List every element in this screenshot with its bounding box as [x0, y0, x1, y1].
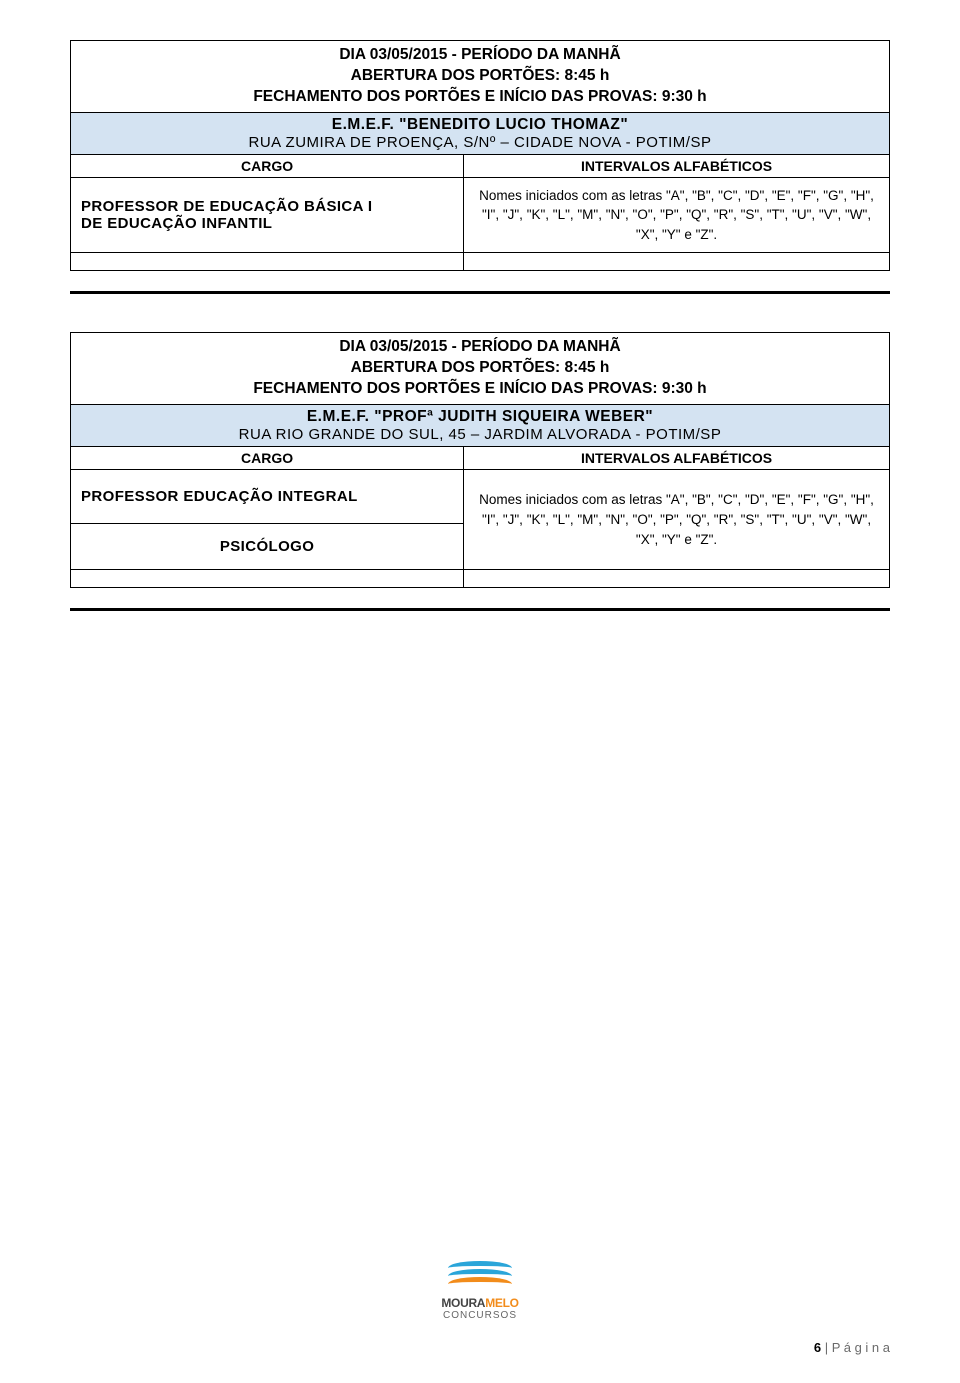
- school-address: RUA RIO GRANDE DO SUL, 45 – JARDIM ALVOR…: [77, 426, 883, 443]
- footer-logo: MOURAMELO CONCURSOS: [400, 1259, 560, 1321]
- school-name: E.M.E.F. "BENEDITO LUCIO THOMAZ": [77, 116, 883, 134]
- school-name: E.M.E.F. "PROFª JUDITH SIQUEIRA WEBER": [77, 408, 883, 426]
- page-footer: 6 | P á g i n a: [70, 1339, 890, 1357]
- empty-cell: [71, 570, 464, 588]
- footer-page: 6 | P á g i n a: [814, 1340, 890, 1355]
- empty-cell: [464, 570, 890, 588]
- school-cell: E.M.E.F. "BENEDITO LUCIO THOMAZ" RUA ZUM…: [71, 112, 890, 154]
- interval-cell: Nomes iniciados com as letras "A", "B", …: [464, 470, 890, 570]
- cargo-line-1: PROFESSOR DE EDUCAÇÃO BÁSICA I: [81, 198, 453, 215]
- header-line-date: DIA 03/05/2015 - PERÍODO DA MANHÃ: [77, 337, 883, 358]
- exam-block-2: DIA 03/05/2015 - PERÍODO DA MANHÃ ABERTU…: [70, 332, 890, 611]
- interval-cell: Nomes iniciados com as letras "A", "B", …: [464, 177, 890, 253]
- col-header-cargo: CARGO: [71, 154, 464, 177]
- school-cell: E.M.E.F. "PROFª JUDITH SIQUEIRA WEBER" R…: [71, 405, 890, 447]
- col-header-cargo: CARGO: [71, 447, 464, 470]
- col-header-intervalos: INTERVALOS ALFABÉTICOS: [464, 154, 890, 177]
- logo-sub-text: CONCURSOS: [400, 1310, 560, 1321]
- logo-text-left: MOURA: [441, 1296, 485, 1310]
- cargo-cell: PROFESSOR EDUCAÇÃO INTEGRAL: [71, 470, 464, 524]
- cargo-line-2: DE EDUCAÇÃO INFANTIL: [81, 215, 453, 232]
- exam-table-1: DIA 03/05/2015 - PERÍODO DA MANHÃ ABERTU…: [70, 40, 890, 271]
- header-cell: DIA 03/05/2015 - PERÍODO DA MANHÃ ABERTU…: [71, 333, 890, 405]
- page-number: 6: [814, 1340, 821, 1355]
- logo-main-text: MOURAMELO: [400, 1296, 560, 1310]
- header-line-date: DIA 03/05/2015 - PERÍODO DA MANHÃ: [77, 45, 883, 66]
- exam-block-1: DIA 03/05/2015 - PERÍODO DA MANHÃ ABERTU…: [70, 40, 890, 294]
- cargo-cell: PSICÓLOGO: [71, 524, 464, 570]
- header-line-open: ABERTURA DOS PORTÕES: 8:45 h: [77, 66, 883, 87]
- page-label: | P á g i n a: [825, 1340, 890, 1355]
- header-line-close: FECHAMENTO DOS PORTÕES E INÍCIO DAS PROV…: [77, 379, 883, 400]
- col-header-intervalos: INTERVALOS ALFABÉTICOS: [464, 447, 890, 470]
- logo-text-right: MELO: [485, 1296, 518, 1310]
- divider: [70, 291, 890, 294]
- cargo-cell: PROFESSOR DE EDUCAÇÃO BÁSICA I DE EDUCAÇ…: [71, 177, 464, 253]
- empty-cell: [464, 253, 890, 271]
- logo-wave-icon: [448, 1259, 512, 1295]
- header-line-open: ABERTURA DOS PORTÕES: 8:45 h: [77, 358, 883, 379]
- header-line-close: FECHAMENTO DOS PORTÕES E INÍCIO DAS PROV…: [77, 87, 883, 108]
- exam-table-2: DIA 03/05/2015 - PERÍODO DA MANHÃ ABERTU…: [70, 332, 890, 588]
- empty-cell: [71, 253, 464, 271]
- header-cell: DIA 03/05/2015 - PERÍODO DA MANHÃ ABERTU…: [71, 41, 890, 113]
- school-address: RUA ZUMIRA DE PROENÇA, S/Nº – CIDADE NOV…: [77, 134, 883, 151]
- divider: [70, 608, 890, 611]
